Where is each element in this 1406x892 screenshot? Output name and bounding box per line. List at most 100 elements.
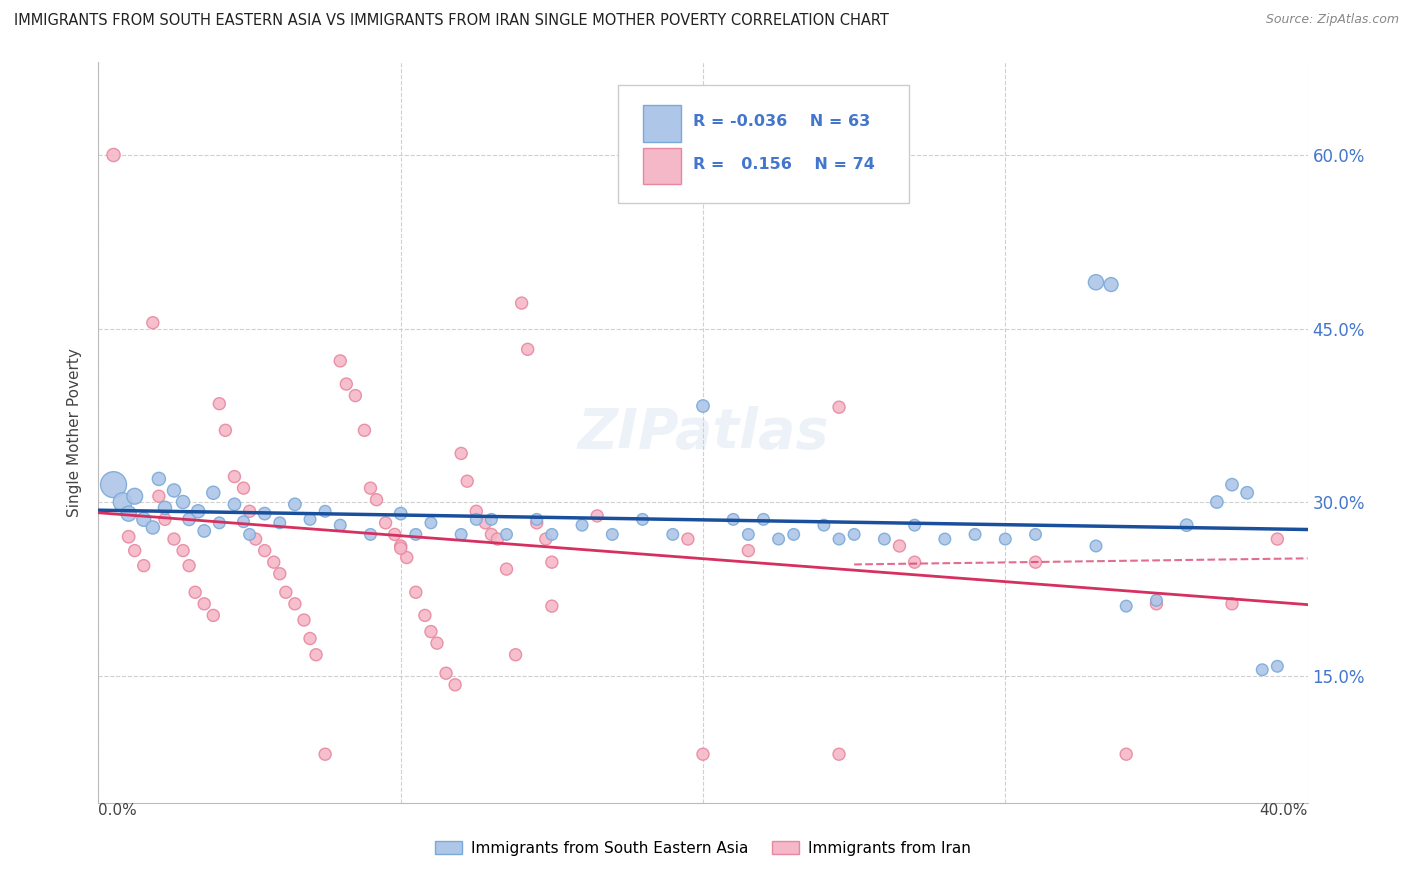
Point [389, 541, 412, 556]
Point [224, 497, 246, 511]
Point [465, 504, 488, 518]
Point [284, 497, 307, 511]
Point [413, 608, 436, 623]
Point [335, 377, 357, 392]
Point [263, 555, 285, 569]
Point [1341, 532, 1364, 546]
Point [245, 532, 267, 546]
Point [692, 747, 714, 762]
Point [965, 527, 987, 541]
Point [232, 481, 254, 495]
Point [314, 747, 336, 762]
Point [366, 492, 388, 507]
Point [1144, 593, 1167, 607]
Point [474, 516, 496, 530]
Point [481, 527, 503, 541]
Point [360, 481, 382, 495]
Point [1085, 275, 1108, 289]
Point [269, 516, 291, 530]
Point [253, 543, 276, 558]
Point [224, 469, 246, 483]
Point [1115, 599, 1137, 614]
Point [148, 472, 170, 486]
Point [465, 512, 488, 526]
Point [179, 558, 201, 573]
Point [534, 532, 557, 546]
Point [1144, 597, 1167, 611]
Point [142, 316, 165, 330]
Point [737, 543, 759, 558]
Point [456, 474, 478, 488]
Point [540, 599, 562, 614]
Point [202, 485, 225, 500]
Point [450, 446, 472, 460]
Text: Source: ZipAtlas.com: Source: ZipAtlas.com [1265, 13, 1399, 27]
Point [1206, 495, 1229, 509]
Point [1099, 277, 1122, 292]
Text: 40.0%: 40.0% [1260, 803, 1308, 818]
Point [103, 148, 125, 162]
Point [239, 527, 262, 541]
Point [299, 512, 322, 526]
Point [1251, 663, 1274, 677]
Point [132, 558, 155, 573]
Point [1236, 485, 1258, 500]
Point [661, 527, 683, 541]
Point [1024, 555, 1046, 569]
Point [284, 597, 307, 611]
FancyBboxPatch shape [643, 105, 682, 142]
Point [1267, 659, 1289, 673]
Point [214, 423, 236, 437]
Point [828, 400, 851, 414]
Point [193, 597, 215, 611]
Point [510, 296, 533, 310]
Point [208, 516, 231, 530]
Point [1220, 477, 1243, 491]
Point [631, 512, 654, 526]
Y-axis label: Single Mother Poverty: Single Mother Poverty [67, 348, 83, 517]
Point [111, 495, 134, 509]
Point [420, 624, 443, 639]
Point [153, 500, 176, 515]
Point [904, 518, 927, 533]
Point [344, 388, 367, 402]
Point [1220, 597, 1243, 611]
Point [1085, 539, 1108, 553]
Point [163, 483, 186, 498]
Point [505, 648, 527, 662]
Point [305, 648, 328, 662]
Point [405, 585, 427, 599]
Point [813, 518, 835, 533]
Point [1024, 527, 1046, 541]
Point [1267, 532, 1289, 546]
Point [540, 527, 562, 541]
Point [873, 532, 896, 546]
Point [526, 512, 548, 526]
Legend: Immigrants from South Eastern Asia, Immigrants from Iran: Immigrants from South Eastern Asia, Immi… [429, 835, 977, 862]
Point [148, 489, 170, 503]
Point [193, 524, 215, 538]
Point [586, 508, 609, 523]
Point [752, 512, 775, 526]
Point [239, 504, 262, 518]
Point [103, 477, 125, 491]
Point [172, 495, 194, 509]
Point [1175, 518, 1198, 533]
Point [602, 527, 624, 541]
Point [540, 555, 562, 569]
Point [163, 532, 186, 546]
Point [783, 527, 806, 541]
Point [737, 527, 759, 541]
Point [389, 539, 412, 553]
Text: ZIPatlas: ZIPatlas [578, 406, 828, 459]
Point [526, 516, 548, 530]
Point [426, 636, 449, 650]
Point [360, 527, 382, 541]
Point [481, 512, 503, 526]
Point [184, 585, 207, 599]
Point [934, 532, 956, 546]
Point [329, 518, 352, 533]
FancyBboxPatch shape [643, 147, 682, 184]
Point [828, 532, 851, 546]
Point [444, 678, 467, 692]
